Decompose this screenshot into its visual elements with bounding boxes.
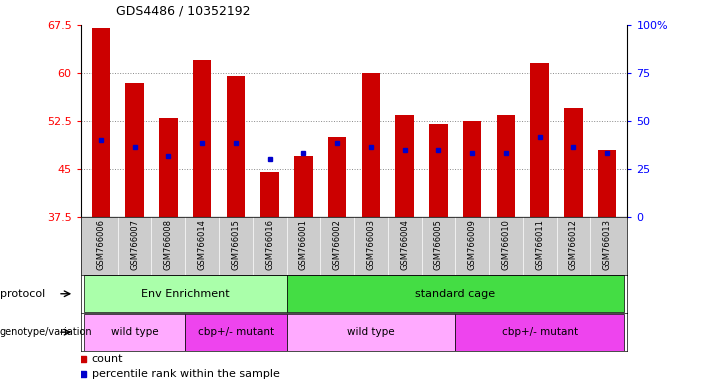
Text: GSM766014: GSM766014 — [198, 219, 207, 270]
Bar — [125, 83, 144, 217]
Text: GSM766003: GSM766003 — [367, 219, 375, 270]
Text: GSM766016: GSM766016 — [265, 219, 274, 270]
Bar — [260, 172, 279, 217]
Text: GSM766008: GSM766008 — [164, 219, 173, 270]
Bar — [159, 118, 177, 217]
Bar — [185, 314, 287, 351]
Bar — [226, 76, 245, 217]
Text: GSM766012: GSM766012 — [569, 219, 578, 270]
Bar — [328, 137, 346, 217]
Bar — [84, 275, 287, 312]
Bar — [92, 28, 110, 217]
Text: GSM766009: GSM766009 — [468, 219, 477, 270]
Bar — [496, 114, 515, 217]
Text: GDS4486 / 10352192: GDS4486 / 10352192 — [116, 4, 250, 17]
Text: GSM766011: GSM766011 — [535, 219, 544, 270]
Bar — [362, 73, 380, 217]
Text: GSM766004: GSM766004 — [400, 219, 409, 270]
Text: GSM766001: GSM766001 — [299, 219, 308, 270]
Bar — [531, 63, 549, 217]
Text: GSM766002: GSM766002 — [333, 219, 341, 270]
Bar — [287, 314, 455, 351]
Text: count: count — [92, 354, 123, 364]
Text: protocol: protocol — [0, 289, 46, 299]
Text: GSM766006: GSM766006 — [96, 219, 105, 270]
Text: cbp+/- mutant: cbp+/- mutant — [502, 327, 578, 337]
Bar — [429, 124, 448, 217]
Text: cbp+/- mutant: cbp+/- mutant — [198, 327, 274, 337]
Bar — [564, 108, 583, 217]
Bar — [463, 121, 482, 217]
Text: genotype/variation: genotype/variation — [0, 327, 93, 337]
Bar — [598, 150, 616, 217]
Bar — [287, 275, 624, 312]
Text: GSM766005: GSM766005 — [434, 219, 443, 270]
Text: GSM766010: GSM766010 — [501, 219, 510, 270]
Text: GSM766007: GSM766007 — [130, 219, 139, 270]
Bar — [193, 60, 212, 217]
Bar — [395, 114, 414, 217]
Text: GSM766015: GSM766015 — [231, 219, 240, 270]
Text: GSM766013: GSM766013 — [603, 219, 612, 270]
Text: Env Enrichment: Env Enrichment — [141, 289, 229, 299]
Text: wild type: wild type — [111, 327, 158, 337]
Bar — [455, 314, 624, 351]
Text: standard cage: standard cage — [415, 289, 496, 299]
Text: percentile rank within the sample: percentile rank within the sample — [92, 369, 280, 379]
Bar — [294, 156, 313, 217]
Text: wild type: wild type — [347, 327, 395, 337]
Bar — [84, 314, 185, 351]
